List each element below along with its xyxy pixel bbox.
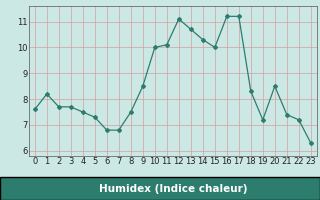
Text: Humidex (Indice chaleur): Humidex (Indice chaleur) xyxy=(99,184,247,194)
